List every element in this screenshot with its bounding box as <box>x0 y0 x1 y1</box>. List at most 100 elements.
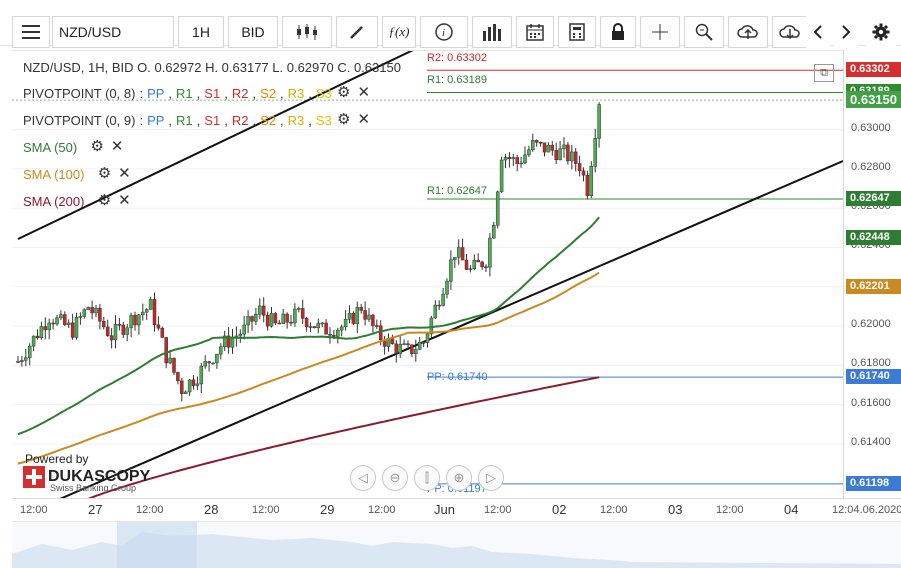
candle-body <box>351 313 356 324</box>
draw-icon[interactable] <box>336 16 378 48</box>
upload-icon[interactable] <box>728 16 768 48</box>
gear-icon[interactable]: ⚙ <box>337 84 351 101</box>
candle-body <box>503 156 508 161</box>
candle-body <box>308 326 313 328</box>
candle-body <box>402 343 406 345</box>
candle-body <box>441 293 445 306</box>
candle-body <box>285 313 289 323</box>
pivot-level-s2: S2 <box>260 112 276 128</box>
candle-body <box>495 191 500 226</box>
candle-body <box>211 362 215 365</box>
gear-icon[interactable]: ⚙ <box>90 138 104 155</box>
lock-icon[interactable] <box>600 16 636 48</box>
candle-body <box>406 343 410 346</box>
expand-icon[interactable]: ⧉ <box>814 64 834 82</box>
candle-body <box>492 225 496 239</box>
price-tag: 0.61740 <box>846 369 901 385</box>
price-tick-label: 0.62000 <box>851 318 891 331</box>
chevron-right-icon[interactable] <box>834 16 858 48</box>
scroll-left-button[interactable]: ◁ <box>350 465 376 491</box>
candle-body <box>554 150 558 161</box>
indicator-sma-50: SMA (50) ⚙ ✕ <box>23 139 125 155</box>
zoom-in-button[interactable]: ⊕ <box>446 465 472 491</box>
time-tick-label: 02 <box>552 502 567 517</box>
candle-body <box>542 142 547 153</box>
chevron-left-icon[interactable] <box>806 16 830 48</box>
calendar-icon[interactable] <box>516 16 554 48</box>
time-tick-label: Jun <box>434 502 455 517</box>
time-tick-label: 12:00 <box>252 504 280 516</box>
gear-icon[interactable]: ⚙ <box>97 165 112 182</box>
dukascopy-logo[interactable]: DUKASCOPY <box>23 466 150 488</box>
svg-text:i: i <box>442 27 445 39</box>
candle-body <box>480 261 484 267</box>
symbol-selector[interactable]: NZD/USD <box>52 16 174 48</box>
candle-body <box>102 321 106 328</box>
info-icon[interactable]: i <box>420 16 468 48</box>
candle-body <box>199 365 204 385</box>
chart-svg <box>12 51 843 499</box>
candle-body <box>570 151 574 162</box>
pivot-r1-top-label: R1: 0.63189 <box>427 74 487 86</box>
toolbar: NZD/USD 1H BID ƒ(x) i <box>0 0 901 48</box>
bar-chart-icon[interactable] <box>472 16 512 48</box>
pivot-level-s2: S2 <box>260 85 276 101</box>
candle-body <box>585 174 590 197</box>
pivot-level-r2: R2 <box>231 85 249 101</box>
navigator-pane[interactable] <box>12 521 901 568</box>
pivot-level-r1: R1 <box>176 112 193 128</box>
scroll-right-button[interactable]: ▷ <box>478 465 504 491</box>
candle-body <box>414 349 418 354</box>
gear-icon[interactable] <box>866 16 896 48</box>
candle-body <box>499 159 504 193</box>
candle-body <box>156 324 161 329</box>
chart-plot-area[interactable] <box>12 50 843 499</box>
candle-body <box>562 144 566 149</box>
candle-body <box>109 335 114 341</box>
close-icon[interactable]: ✕ <box>357 111 371 128</box>
candle-body <box>519 162 523 165</box>
candle-body <box>82 309 87 317</box>
price-side-selector[interactable]: BID <box>228 16 278 48</box>
candle-body <box>207 361 211 364</box>
gear-icon[interactable]: ⚙ <box>337 111 351 128</box>
trendline-lower <box>57 160 843 499</box>
zoom-icon[interactable] <box>684 16 724 48</box>
candle-body <box>523 154 527 164</box>
fx-icon[interactable]: ƒ(x) <box>382 16 416 48</box>
close-icon[interactable]: ✕ <box>357 84 371 101</box>
candle-body <box>31 335 36 347</box>
indicator-pivot-8: PIVOTPOINT (0, 8) : PP, R1, S1, R2, S2, … <box>23 84 371 101</box>
gear-icon[interactable]: ⚙ <box>97 192 112 209</box>
candle-body <box>367 314 371 320</box>
trendline-upper <box>17 51 414 240</box>
candle-body <box>437 304 441 307</box>
crosshair-icon[interactable] <box>640 16 680 48</box>
pivot-r2-label: R2: 0.63302 <box>427 52 487 64</box>
timeframe-selector[interactable]: 1H <box>178 16 224 48</box>
candle-body <box>222 335 227 348</box>
close-icon[interactable]: ✕ <box>110 138 124 155</box>
reset-zoom-button[interactable]: ⫿ <box>414 465 440 491</box>
zoom-out-button[interactable]: ⊖ <box>382 465 408 491</box>
candle-body <box>343 318 348 328</box>
price-tick-label: 0.62800 <box>851 160 891 173</box>
candle-body <box>581 170 586 176</box>
close-icon[interactable]: ✕ <box>118 192 131 209</box>
candle-body <box>129 315 133 329</box>
candle-body <box>531 140 535 151</box>
indicator-label: PIVOTPOINT (0, 8) <box>23 85 136 101</box>
download-icon[interactable] <box>772 16 808 48</box>
close-icon[interactable]: ✕ <box>118 165 131 182</box>
candle-body <box>148 299 153 310</box>
calculator-icon[interactable] <box>558 16 596 48</box>
hamburger-menu-icon[interactable] <box>12 16 50 48</box>
candle-body <box>230 337 235 348</box>
candle-body <box>332 335 336 337</box>
price-tick-label: 0.61400 <box>851 435 891 448</box>
price-axis <box>843 50 901 498</box>
candle-body <box>105 326 110 336</box>
candles-icon[interactable] <box>282 16 332 48</box>
candle-body <box>534 140 539 143</box>
price-tick-label: 0.63000 <box>851 121 891 134</box>
